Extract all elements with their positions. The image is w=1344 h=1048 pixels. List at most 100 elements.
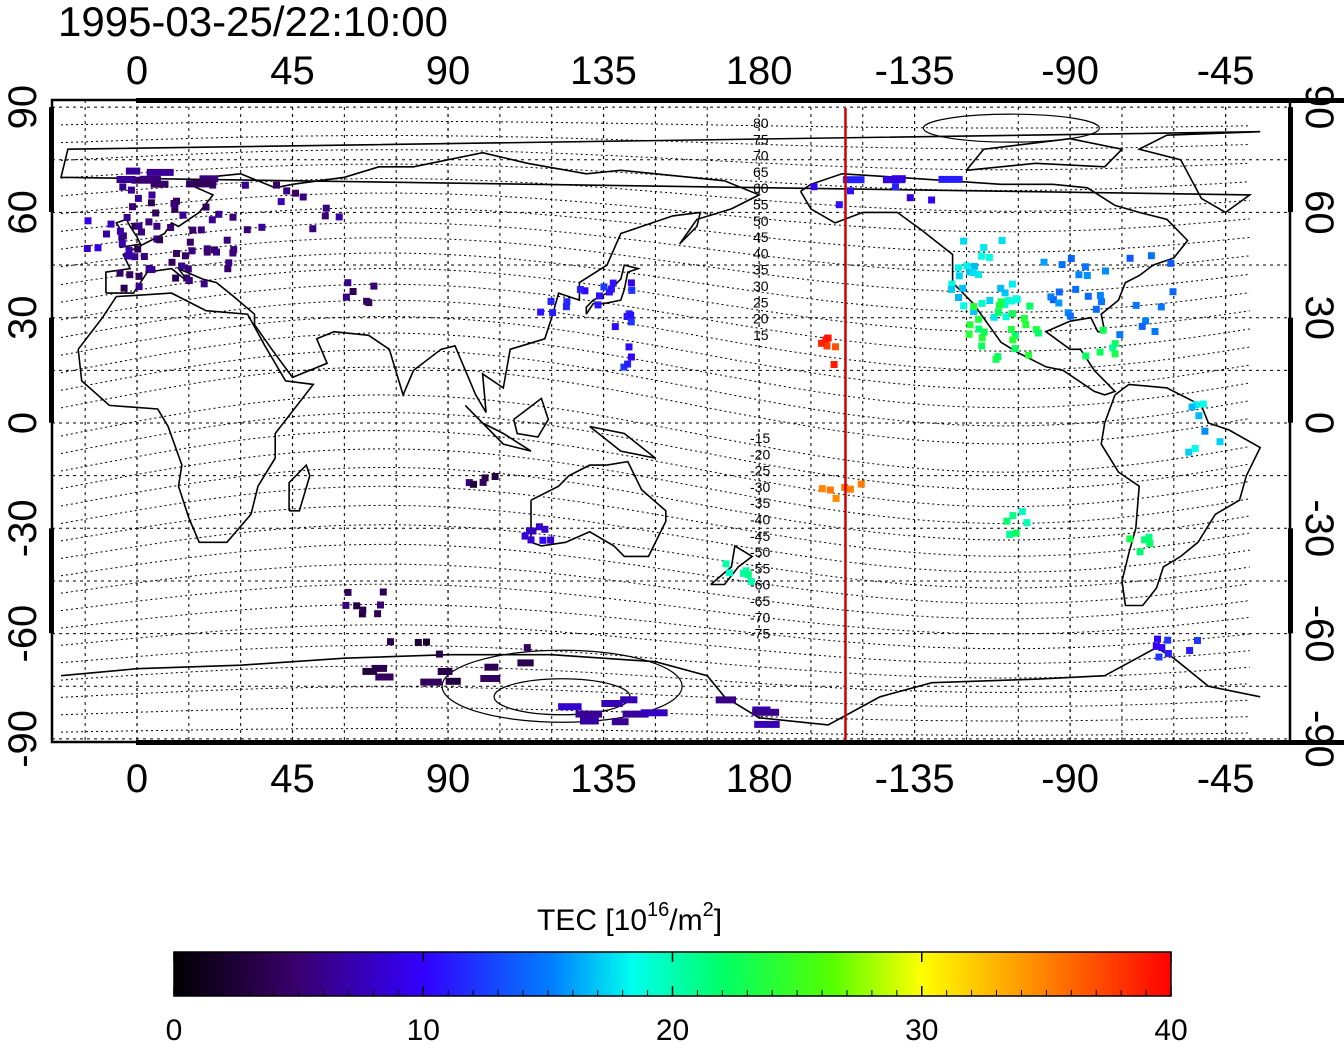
tec-point [116,227,124,235]
tec-point [558,703,582,711]
tec-point [624,360,632,368]
tec-point [1132,301,1140,309]
tec-point [835,201,843,209]
tec-point [167,224,175,231]
tec-point [1003,517,1011,525]
tec-point [349,288,357,295]
tec-point [725,569,733,577]
tec-point [994,308,1002,316]
frame-tick-bar [758,98,916,103]
tec-point [537,308,545,316]
tec-point [975,315,983,323]
tec-point [1002,313,1010,321]
tec-point [1099,326,1107,334]
mag-contour [60,644,1250,679]
tec-point [123,214,131,221]
y-axis-right-labels: 90 60 30 0 -30 -60 -90 [1297,85,1341,768]
contour-label-north: 50 [753,213,769,229]
frame-tick-bar [1224,740,1344,745]
tec-point [127,186,135,194]
tec-point [823,342,831,350]
tec-point [435,650,443,658]
tec-point [810,183,818,191]
tec-point [980,328,988,336]
tec-point [1096,348,1104,356]
tec-point [362,667,378,675]
tec-point [575,710,603,718]
tec-point [622,710,649,718]
tec-point [107,220,115,228]
tec-point [938,175,963,183]
coastline-path [512,397,550,438]
mag-contour [60,524,1250,589]
tec-point [131,222,139,230]
frame-tick-bar [136,98,293,103]
tec-point [120,284,128,292]
tec-point [1023,519,1031,527]
tec-point [563,298,571,306]
tec-point [739,569,747,577]
contour-label-south: -30 [750,479,770,495]
mag-contour [60,207,1250,253]
y-tick-label-left: -90 [1,710,45,768]
tec-point [230,246,238,254]
tec-point [541,525,549,533]
tec-point [116,269,124,277]
tec-point [975,271,982,278]
tec-point [986,297,994,304]
colorbar-title: TEC [1016/m2] [537,899,722,937]
tec-point [627,353,635,361]
tec-point [1199,400,1207,408]
tec-point [547,297,555,305]
tec-point [1201,427,1209,435]
tec-point [127,252,135,260]
tec-point [539,536,547,544]
x-tick-label-bottom: 135 [570,757,637,801]
tec-point [420,678,442,686]
tec-point [596,292,603,300]
tec-point [1004,297,1012,305]
frame-tick-bar [1069,98,1227,103]
tec-point [948,285,955,293]
tec-point [1007,326,1015,333]
colorbar: TEC [1016/m2] 0 10 20 30 40 [166,899,1188,1047]
frame-tick-bar [602,98,760,103]
tec-point [184,265,192,273]
tec-point [1111,350,1119,358]
tec-point [970,262,978,270]
tec-point [1146,540,1154,547]
tec-point [747,578,755,585]
coastline-path [710,544,754,586]
tec-point [1126,535,1134,543]
tec-point [153,222,161,230]
tec-point [1096,292,1104,299]
tec-point [134,194,142,202]
tec-point [1009,512,1017,520]
tec-point [484,663,499,671]
y-tick-label-right: 90 [1297,85,1341,130]
tec-point [145,218,153,226]
tec-point [1008,297,1016,305]
tec-point [168,258,176,266]
frame-tick-bar [49,107,54,213]
tec-point [134,245,142,253]
tec-point [1154,635,1161,643]
tec-point [125,246,133,254]
frame-tick-bar [758,740,916,745]
tec-point [138,228,145,236]
contour-label-north: 20 [753,311,769,327]
graticule-grid [52,100,1290,742]
tec-point [1058,261,1066,269]
contour-label-south: -35 [750,495,770,511]
tec-point [715,696,736,704]
tec-point [150,180,169,188]
mag-contour [60,349,1250,427]
tec-point [963,262,971,270]
tec-point [258,223,266,231]
tec-point [145,264,153,272]
tec-point [640,709,668,717]
contour-label-north: 40 [753,245,769,261]
frame-tick-bar [447,740,605,745]
tec-point [103,230,110,238]
y-tick-label-right: -90 [1297,710,1341,768]
